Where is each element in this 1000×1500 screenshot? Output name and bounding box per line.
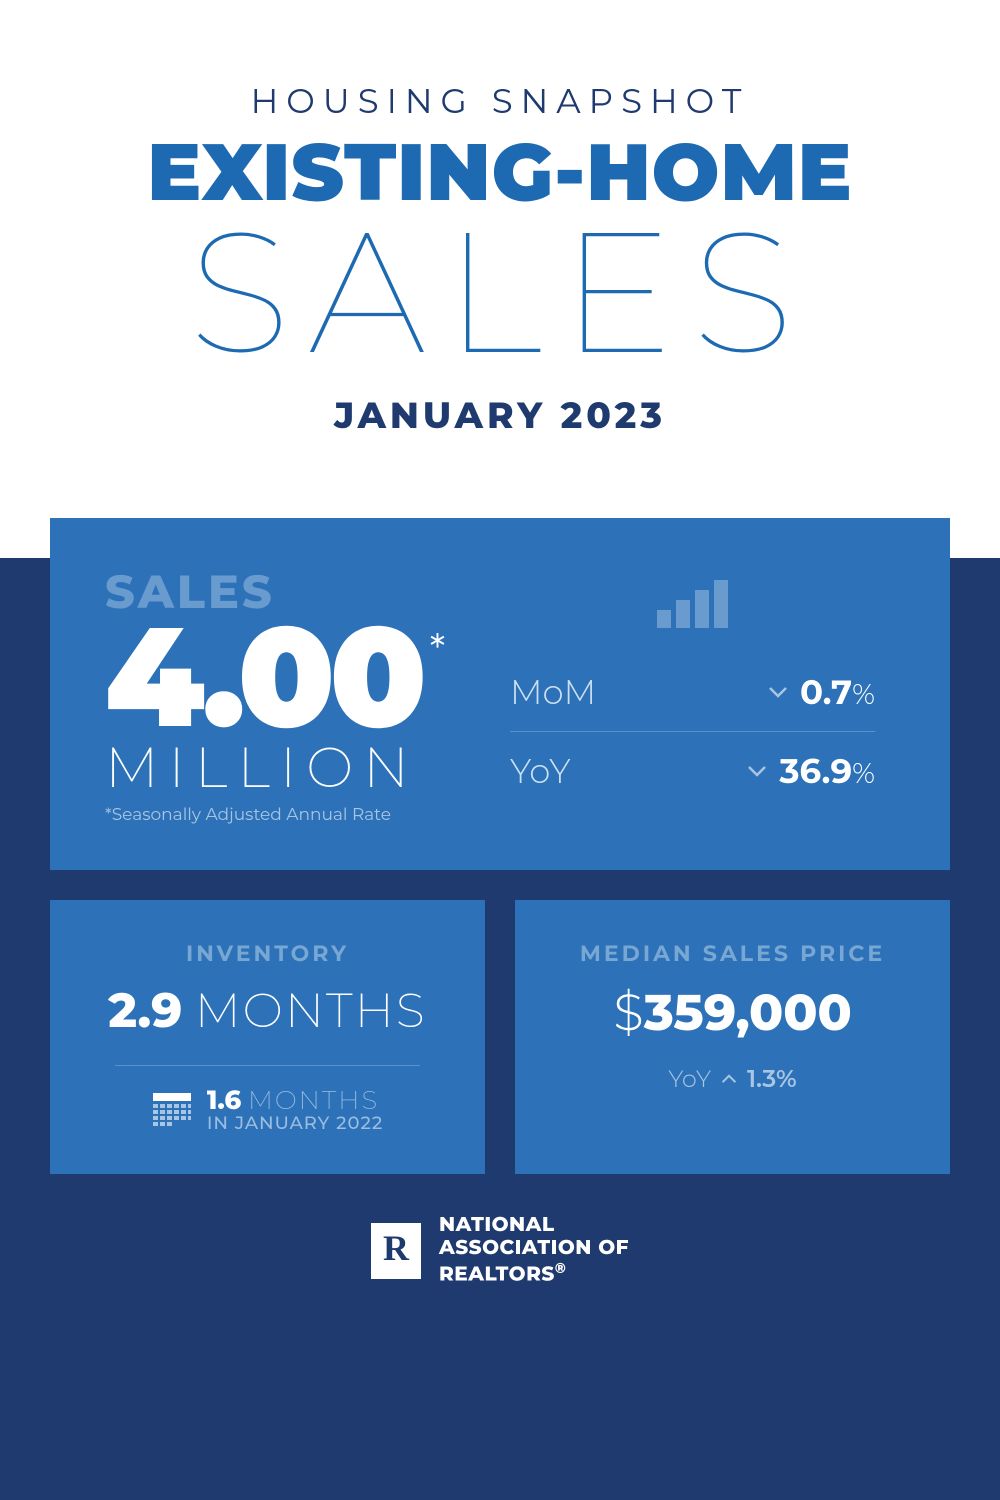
- body-section: SALES 4.00 * MILLION *Seasonally Adjuste…: [0, 558, 1000, 1500]
- metric-yoy: YoY 36.9%: [510, 731, 875, 810]
- price-card: MEDIAN SALES PRICE $359,000 YoY 1.3%: [515, 900, 950, 1174]
- currency-symbol: $: [613, 982, 643, 1043]
- footer: R NATIONAL ASSOCIATION OF REALTORS®: [50, 1214, 950, 1287]
- metric-label: MoM: [510, 671, 596, 713]
- chevron-down-icon: [768, 686, 788, 698]
- infographic-page: HOUSING SNAPSHOT EXISTING-HOME SALES JAN…: [0, 0, 1000, 1500]
- inventory-value-row: 2.9 MONTHS: [85, 982, 450, 1040]
- sales-value: 4.00: [105, 610, 422, 743]
- price-value: 359,000: [644, 982, 852, 1043]
- inventory-label: INVENTORY: [85, 940, 450, 967]
- compare-period: IN JANUARY 2022: [207, 1114, 383, 1134]
- inventory-compare: 1.6 MONTHS IN JANUARY 2022: [85, 1086, 450, 1134]
- footer-line-1: NATIONAL: [439, 1214, 629, 1237]
- calendar-icon: [152, 1092, 192, 1128]
- price-yoy-row: YoY 1.3%: [550, 1065, 915, 1094]
- price-label: MEDIAN SALES PRICE: [550, 940, 915, 967]
- bar-2: [676, 600, 690, 628]
- metric-mom: MoM 0.7%: [510, 653, 875, 731]
- chevron-up-icon: [721, 1074, 737, 1084]
- divider: [115, 1065, 420, 1066]
- sales-metrics-block: MoM 0.7% YoY 36.9%: [510, 578, 895, 810]
- bar-1: [657, 610, 671, 628]
- realtor-logo: R: [371, 1223, 421, 1279]
- sales-figure-block: SALES 4.00 * MILLION *Seasonally Adjuste…: [105, 563, 470, 825]
- inventory-unit: MONTHS: [195, 982, 427, 1040]
- footer-text: NATIONAL ASSOCIATION OF REALTORS®: [439, 1214, 629, 1287]
- lower-row: INVENTORY 2.9 MONTHS: [50, 900, 950, 1174]
- subtitle: HOUSING SNAPSHOT: [60, 80, 940, 122]
- inventory-value: 2.9: [108, 982, 182, 1040]
- bar-3: [695, 590, 709, 628]
- metric-value: 36.9: [779, 750, 852, 792]
- price-value-row: $359,000: [550, 982, 915, 1043]
- header-section: HOUSING SNAPSHOT EXISTING-HOME SALES JAN…: [0, 0, 1000, 498]
- bars-icon: [510, 578, 875, 628]
- title-line-2: SALES: [60, 219, 940, 364]
- sales-unit: MILLION: [105, 743, 470, 793]
- sales-card: SALES 4.00 * MILLION *Seasonally Adjuste…: [50, 518, 950, 870]
- sales-footnote: *Seasonally Adjusted Annual Rate: [105, 805, 470, 825]
- compare-unit: MONTHS: [248, 1084, 379, 1116]
- pct-sign: %: [852, 678, 875, 712]
- footer-line-2: ASSOCIATION OF: [439, 1237, 629, 1260]
- inventory-card: INVENTORY 2.9 MONTHS: [50, 900, 485, 1174]
- chevron-down-icon: [747, 765, 767, 777]
- pct-sign: %: [852, 757, 875, 791]
- yoy-value: 1.3: [747, 1065, 776, 1094]
- footer-line-3: REALTORS: [439, 1263, 555, 1287]
- metric-value: 0.7: [800, 671, 852, 713]
- pct-sign: %: [776, 1065, 797, 1094]
- yoy-label: YoY: [668, 1065, 711, 1094]
- report-date: JANUARY 2023: [60, 394, 940, 438]
- bar-4: [714, 580, 728, 628]
- metric-label: YoY: [510, 750, 570, 792]
- asterisk: *: [430, 625, 445, 674]
- compare-value: 1.6: [207, 1084, 241, 1116]
